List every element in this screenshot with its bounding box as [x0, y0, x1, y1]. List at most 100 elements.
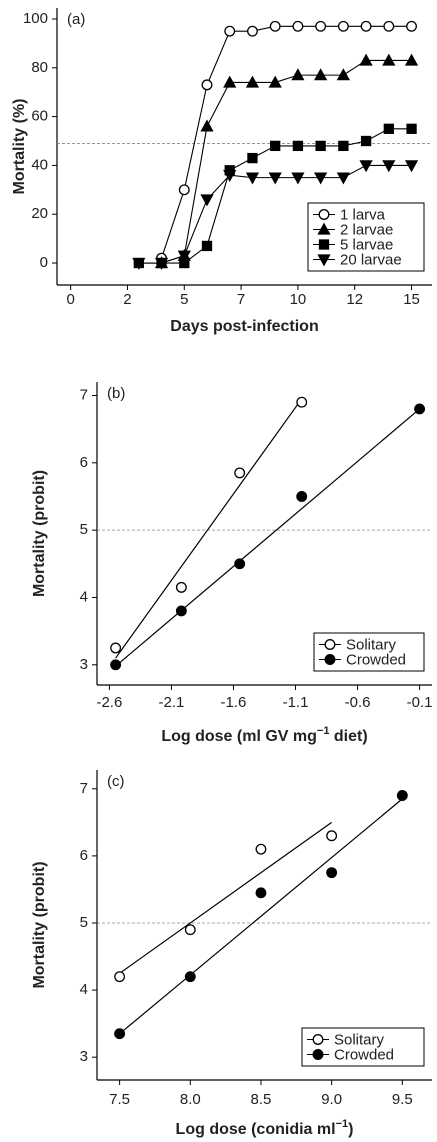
marker [314, 68, 328, 81]
marker [292, 20, 304, 32]
x-axis-label: Log dose (conidia ml−1) [176, 1118, 354, 1138]
marker [382, 160, 396, 173]
marker [336, 172, 350, 185]
y-tick-label: 7 [80, 386, 88, 403]
marker [245, 75, 260, 88]
y-tick-label: 3 [80, 656, 88, 673]
marker [234, 467, 246, 479]
x-tick-label: 2 [123, 291, 131, 308]
marker [359, 160, 373, 173]
marker [336, 68, 350, 81]
marker [383, 20, 395, 32]
panel-label: (b) [107, 385, 125, 402]
x-tick-label: 9.5 [392, 1091, 413, 1108]
x-tick-label: 8.5 [251, 1091, 272, 1108]
marker [360, 135, 372, 147]
fit-line [115, 398, 303, 659]
x-tick-label: -0.6 [345, 694, 371, 711]
marker [201, 79, 213, 91]
marker [177, 250, 191, 263]
x-axis-label: Days post-infection [170, 318, 318, 335]
marker [247, 152, 258, 164]
x-axis-label-part: −1 [336, 1118, 349, 1130]
y-tick-label: 0 [40, 254, 48, 271]
y-axis-label: Mortality (probit) [31, 861, 48, 988]
marker [110, 659, 122, 671]
marker [132, 257, 146, 270]
legend-label: 20 larvae [340, 251, 402, 268]
x-tick-label: 12 [346, 291, 363, 308]
marker [200, 119, 214, 132]
marker [338, 140, 349, 152]
legend-marker [312, 1034, 324, 1045]
marker [315, 20, 327, 32]
legend-box [313, 632, 425, 672]
marker [291, 68, 305, 81]
x-tick-label: 15 [403, 291, 420, 308]
legend-box [301, 1027, 425, 1067]
marker [337, 20, 349, 32]
marker [184, 924, 196, 936]
marker [110, 642, 122, 654]
marker [175, 581, 187, 593]
x-axis-label: Log dose (ml GV mg−1 diet) [161, 725, 367, 745]
marker [154, 257, 169, 270]
marker [268, 75, 282, 88]
legend-label: Solitary [346, 636, 397, 653]
legend-marker [317, 254, 331, 267]
marker [201, 240, 213, 252]
marker [296, 491, 308, 502]
y-tick-label: 3 [80, 1048, 88, 1065]
y-axis-label: Mortality (%) [11, 99, 28, 195]
x-tick-label: 0 [66, 291, 74, 308]
marker [396, 790, 408, 801]
marker [326, 867, 338, 879]
marker [245, 172, 260, 185]
marker [314, 172, 328, 185]
x-tick-label: 9.0 [321, 1091, 342, 1108]
marker [404, 160, 419, 173]
y-tick-label: 4 [80, 588, 88, 605]
legend-label: 1 larva [340, 206, 386, 223]
marker [292, 140, 304, 152]
marker [291, 172, 305, 185]
legend-marker [324, 654, 336, 665]
marker [255, 887, 267, 899]
marker [200, 194, 214, 207]
x-tick-label: -2.6 [96, 694, 122, 711]
marker [255, 843, 267, 855]
marker [114, 971, 126, 983]
fit-line [119, 798, 403, 1035]
x-axis-label-part: ) [348, 1121, 353, 1138]
x-axis-label-part: diet) [329, 728, 367, 745]
panel-label: (a) [67, 11, 85, 28]
y-tick-label: 80 [31, 59, 48, 76]
x-axis-label-part: Log dose (ml GV mg [161, 728, 317, 745]
fit-line [119, 821, 332, 974]
marker [223, 170, 237, 183]
legend-label: Crowded [334, 1046, 394, 1063]
marker [404, 53, 419, 66]
y-tick-label: 5 [80, 521, 88, 538]
fit-line [115, 408, 420, 667]
y-tick-label: 4 [80, 981, 88, 998]
marker [326, 830, 338, 842]
x-tick-label: 8.0 [180, 1091, 201, 1108]
series-line [161, 59, 412, 264]
y-tick-label: 40 [31, 156, 48, 173]
y-tick-label: 7 [80, 780, 88, 797]
y-tick-label: 6 [80, 454, 88, 471]
y-tick-label: 6 [80, 847, 88, 864]
marker [360, 20, 372, 32]
panel-label: (c) [107, 773, 125, 790]
marker [382, 53, 396, 66]
x-tick-label: 7.5 [109, 1091, 130, 1108]
x-tick-label: -1.1 [283, 694, 309, 711]
legend-label: Solitary [334, 1031, 385, 1048]
marker [270, 140, 281, 152]
x-tick-label: -2.1 [159, 694, 185, 711]
y-tick-label: 60 [31, 108, 48, 125]
marker [224, 25, 236, 37]
marker [406, 123, 417, 134]
